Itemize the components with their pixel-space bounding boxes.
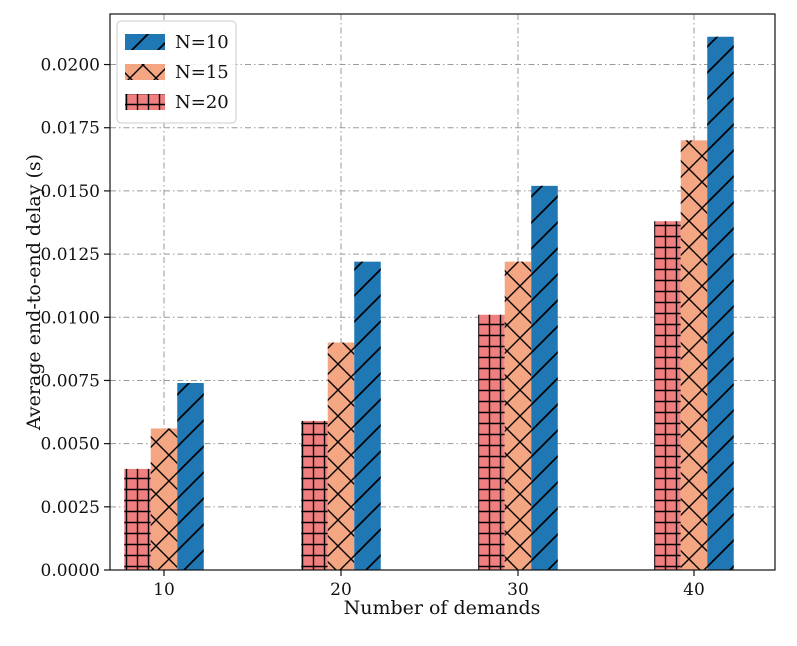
bar-hatch	[327, 342, 355, 570]
y-tick-label: 0.0150	[41, 182, 100, 202]
bar-n20-30	[478, 314, 505, 570]
y-tick-label: 0.0075	[41, 371, 100, 391]
legend-swatch-hatch	[125, 34, 165, 50]
bar-n20-20	[301, 420, 328, 570]
bar-n10-30	[531, 185, 558, 570]
bar-hatch	[531, 185, 558, 570]
bar-hatch	[478, 314, 505, 570]
legend-item-n15: N=15	[125, 62, 229, 83]
legend-swatch-hatch	[125, 94, 165, 110]
y-tick-label: 0.0000	[41, 561, 100, 581]
bar-n15-20	[327, 342, 355, 570]
y-tick-label: 0.0050	[41, 435, 100, 455]
x-tick-label: 40	[683, 580, 705, 600]
y-axis-label: Average end-to-end delay (s)	[23, 154, 45, 431]
bar-n15-10	[150, 428, 178, 570]
bar-hatch	[654, 221, 681, 570]
axis-ticks: 0.0000 0.0025 0.0050 0.0075 0.0100 0.0125 0.01…	[41, 56, 705, 600]
bar-n10-10	[177, 382, 204, 570]
bar-hatch	[354, 261, 381, 570]
legend-swatch-hatch	[125, 64, 165, 80]
bar-n20-10	[124, 468, 151, 570]
bar-hatch	[177, 382, 204, 570]
x-axis-label: Number of demands	[344, 597, 541, 619]
bar-hatch	[301, 420, 328, 570]
y-tick-label: 0.0175	[41, 119, 100, 139]
bar-n20-40	[654, 221, 681, 570]
legend: N=10 N=15 N=20	[116, 20, 237, 124]
legend-item-n20: N=20	[125, 92, 229, 113]
bar-n10-40	[707, 36, 734, 570]
bar-hatch	[124, 468, 151, 570]
plot-frame	[109, 13, 776, 571]
x-tick-label: 10	[153, 580, 175, 600]
bar-hatch	[504, 261, 532, 570]
legend-item-n10: N=10	[125, 32, 229, 53]
bars	[124, 36, 734, 570]
bar-n15-40	[680, 140, 708, 570]
x-tick-label: 30	[507, 580, 529, 600]
legend-label: N=10	[175, 32, 229, 53]
y-tick-label: 0.0200	[41, 56, 100, 76]
y-tick-label: 0.0025	[41, 498, 100, 518]
legend-label: N=20	[175, 92, 229, 113]
legend-label: N=15	[175, 62, 229, 83]
bar-n15-30	[504, 261, 532, 570]
x-tick-label: 20	[330, 580, 352, 600]
bar-hatch	[150, 428, 178, 570]
bar-hatch	[707, 36, 734, 570]
bar-n10-20	[354, 261, 381, 570]
y-tick-label: 0.0100	[41, 308, 100, 328]
bar-hatch	[680, 140, 708, 570]
y-tick-label: 0.0125	[41, 245, 100, 265]
